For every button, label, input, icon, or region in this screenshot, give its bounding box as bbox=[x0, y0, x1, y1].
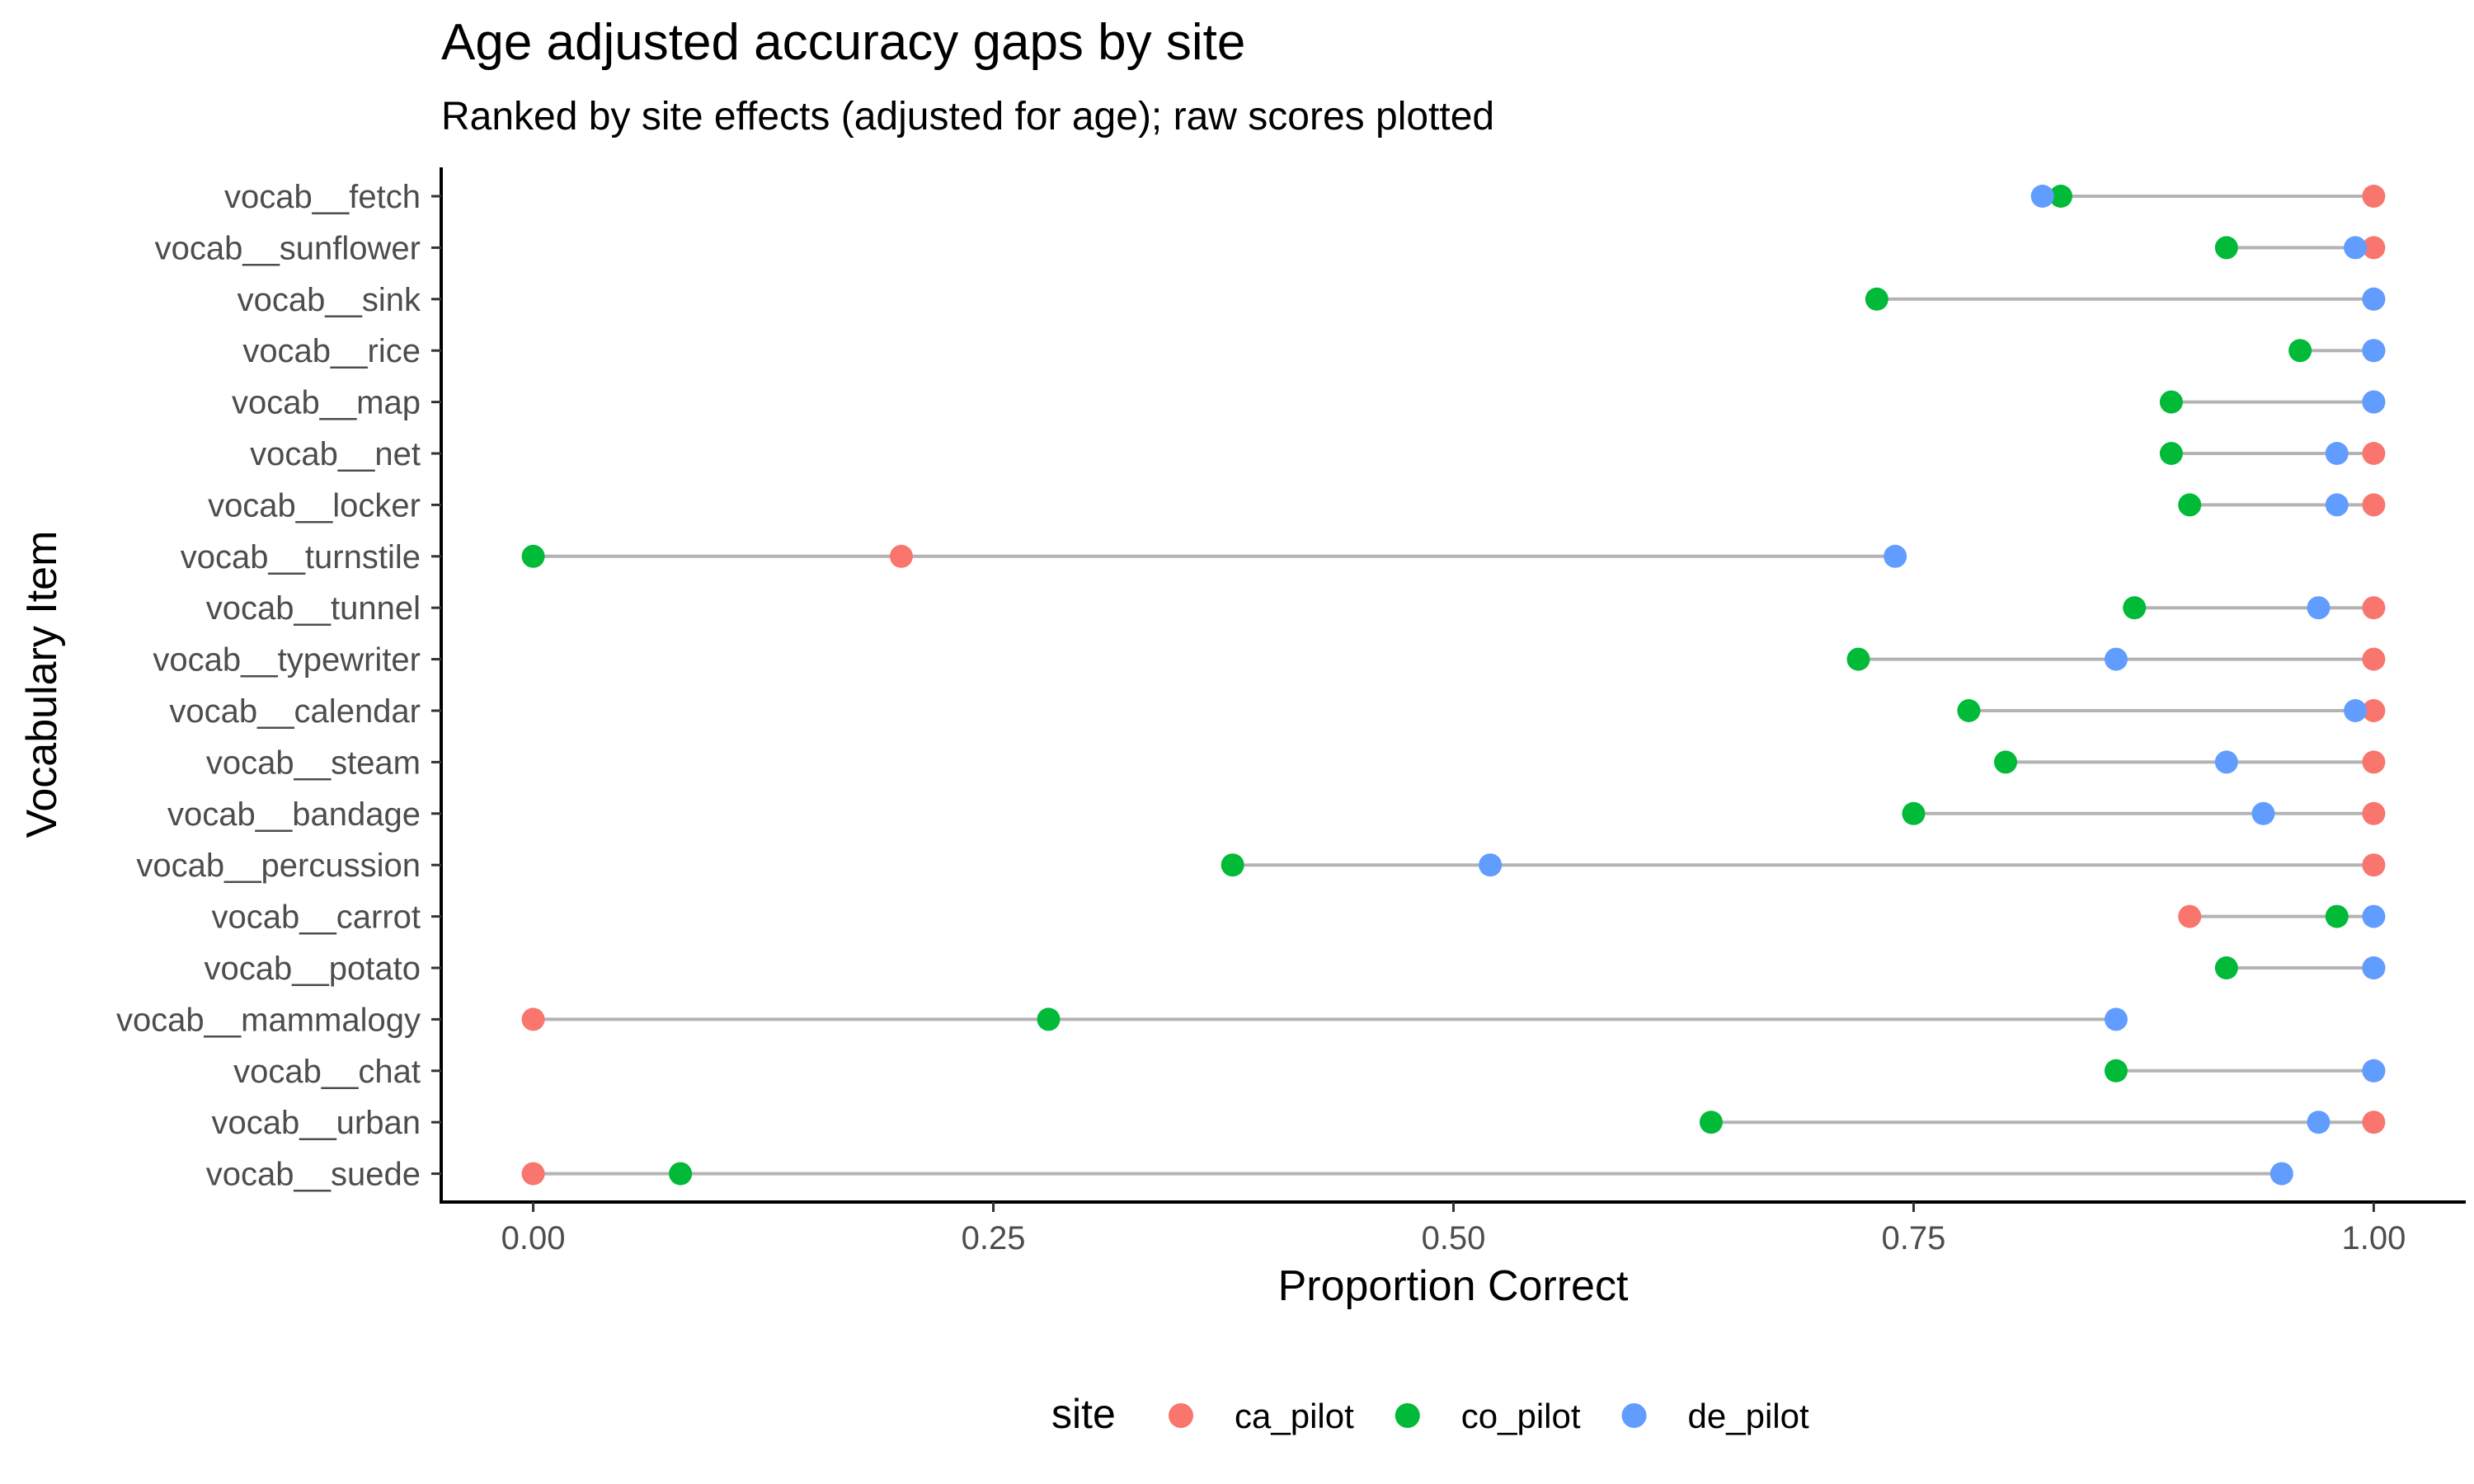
y-tick-label: vocab__net bbox=[250, 436, 421, 472]
point-de_pilot bbox=[2214, 750, 2238, 774]
point-ca_pilot bbox=[2362, 750, 2386, 774]
point-ca_pilot bbox=[2362, 442, 2386, 465]
point-de_pilot bbox=[2325, 442, 2349, 465]
y-tick-label: vocab__carrot bbox=[212, 899, 421, 936]
point-de_pilot bbox=[2362, 956, 2386, 979]
x-tick-label: 0.00 bbox=[501, 1220, 566, 1256]
point-co_pilot bbox=[1902, 801, 1926, 825]
y-tick-label: vocab__bandage bbox=[167, 796, 421, 833]
legend-label-co_pilot: co_pilot bbox=[1461, 1397, 1581, 1435]
point-de_pilot bbox=[2104, 1007, 2128, 1031]
point-de_pilot bbox=[2362, 1059, 2386, 1082]
point-ca_pilot bbox=[2362, 647, 2386, 671]
x-axis-ticks: 0.00 0.25 0.50 0.75 1.00 bbox=[501, 1202, 2406, 1256]
y-tick-label: vocab__potato bbox=[205, 951, 421, 987]
point-de_pilot bbox=[2030, 185, 2054, 208]
point-de_pilot bbox=[1479, 853, 1503, 877]
point-co_pilot bbox=[1865, 287, 1888, 311]
y-tick-label: vocab__percussion bbox=[136, 848, 421, 884]
point-co_pilot bbox=[1846, 647, 1870, 671]
point-co_pilot bbox=[521, 544, 545, 568]
point-de_pilot bbox=[1884, 544, 1907, 568]
y-tick-label: vocab__typewriter bbox=[153, 642, 421, 679]
y-tick-label: vocab__chat bbox=[233, 1054, 421, 1090]
point-co_pilot bbox=[2214, 956, 2238, 979]
x-axis-title: Proportion Correct bbox=[1278, 1262, 1629, 1310]
point-de_pilot bbox=[2344, 699, 2368, 722]
y-tick-label: vocab__map bbox=[232, 385, 421, 421]
point-de_pilot bbox=[2307, 1111, 2331, 1134]
point-ca_pilot bbox=[2362, 853, 2386, 877]
chart-subtitle: Ranked by site effects (adjusted for age… bbox=[441, 95, 1494, 139]
point-ca_pilot bbox=[2362, 185, 2386, 208]
point-ca_pilot bbox=[2362, 801, 2386, 825]
point-co_pilot bbox=[1699, 1111, 1723, 1134]
point-co_pilot bbox=[2049, 185, 2072, 208]
point-ca_pilot bbox=[2362, 236, 2386, 260]
point-co_pilot bbox=[2178, 493, 2202, 517]
y-tick-label: vocab__steam bbox=[206, 744, 421, 781]
point-co_pilot bbox=[1994, 750, 2018, 774]
legend: site ca_pilot co_pilot de_pilot bbox=[1051, 1391, 1809, 1437]
point-co_pilot bbox=[2159, 442, 2183, 465]
x-tick-label: 0.50 bbox=[1422, 1220, 1486, 1256]
point-de_pilot bbox=[2362, 904, 2386, 928]
y-tick-label: vocab__locker bbox=[208, 487, 421, 524]
point-co_pilot bbox=[1221, 853, 1244, 877]
point-co_pilot bbox=[2325, 904, 2349, 928]
point-co_pilot bbox=[2288, 339, 2312, 363]
y-axis-ticks: vocab__fetch vocab__sunflower vocab__sinkv… bbox=[116, 179, 441, 1193]
point-co_pilot bbox=[2104, 1059, 2128, 1082]
points-layer bbox=[521, 185, 2386, 1186]
point-de_pilot bbox=[2362, 390, 2386, 414]
point-ca_pilot bbox=[2362, 596, 2386, 620]
point-de_pilot bbox=[2362, 339, 2386, 363]
y-tick-label: vocab__tunnel bbox=[206, 590, 421, 627]
point-de_pilot bbox=[2104, 647, 2128, 671]
point-co_pilot bbox=[1957, 699, 1981, 722]
point-ca_pilot bbox=[2362, 1111, 2386, 1134]
y-tick-label: vocab__turnstile bbox=[181, 539, 421, 575]
point-co_pilot bbox=[2123, 596, 2147, 620]
chart-title: Age adjusted accuracy gaps by site bbox=[441, 14, 1245, 71]
point-de_pilot bbox=[2307, 596, 2331, 620]
segments-layer bbox=[533, 195, 2374, 1176]
y-tick-label: vocab__calendar bbox=[169, 693, 421, 730]
point-ca_pilot bbox=[889, 544, 913, 568]
point-ca_pilot bbox=[2362, 699, 2386, 722]
legend-key-co_pilot bbox=[1395, 1403, 1420, 1428]
y-axis-title: Vocabulary Item bbox=[18, 531, 66, 838]
y-tick-label: vocab__sink bbox=[238, 282, 421, 318]
x-tick-label: 0.75 bbox=[1882, 1220, 1946, 1256]
point-co_pilot bbox=[1037, 1007, 1061, 1031]
point-co_pilot bbox=[2159, 390, 2183, 414]
point-co_pilot bbox=[2214, 236, 2238, 260]
legend-label-ca_pilot: ca_pilot bbox=[1235, 1397, 1354, 1435]
point-ca_pilot bbox=[2178, 904, 2202, 928]
point-de_pilot bbox=[2251, 801, 2275, 825]
point-ca_pilot bbox=[2362, 493, 2386, 517]
y-tick-label: vocab__fetch bbox=[224, 179, 421, 215]
y-tick-label: vocab__suede bbox=[206, 1157, 421, 1193]
y-tick-label: vocab__rice bbox=[242, 333, 421, 369]
point-ca_pilot bbox=[521, 1162, 545, 1186]
legend-key-ca_pilot bbox=[1169, 1403, 1193, 1428]
legend-key-de_pilot bbox=[1621, 1403, 1647, 1428]
legend-label-de_pilot: de_pilot bbox=[1688, 1397, 1809, 1435]
y-tick-label: vocab__sunflower bbox=[155, 230, 421, 266]
point-de_pilot bbox=[2362, 287, 2386, 311]
point-ca_pilot bbox=[521, 1007, 545, 1031]
y-tick-label: vocab__urban bbox=[211, 1105, 421, 1141]
point-de_pilot bbox=[2344, 236, 2368, 260]
x-tick-label: 1.00 bbox=[2341, 1220, 2406, 1256]
point-co_pilot bbox=[669, 1162, 693, 1186]
point-de_pilot bbox=[2269, 1162, 2293, 1186]
x-tick-label: 0.25 bbox=[962, 1220, 1026, 1256]
legend-title: site bbox=[1051, 1391, 1116, 1437]
point-de_pilot bbox=[2325, 493, 2349, 517]
y-tick-label: vocab__mammalogy bbox=[116, 1002, 421, 1038]
